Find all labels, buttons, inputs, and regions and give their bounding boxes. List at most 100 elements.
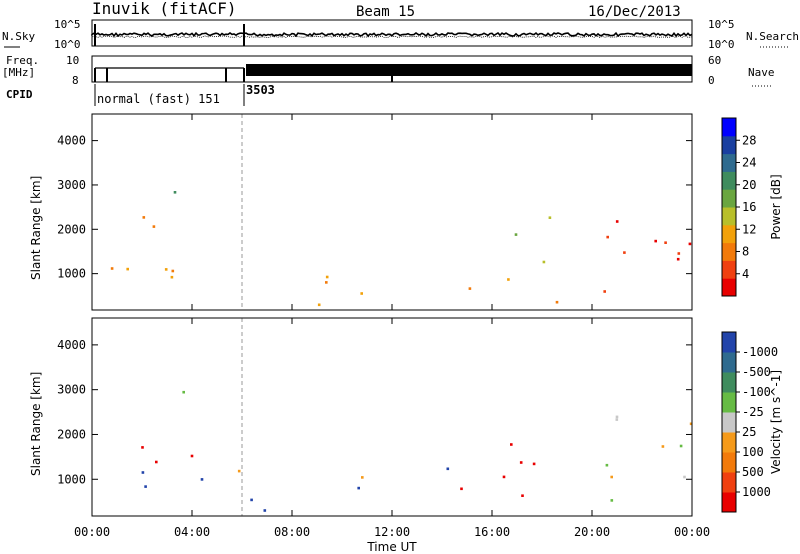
velocity-cell: [190, 454, 194, 458]
velocity-colorbar: 1000 500 100 25 -25 -100 -500 -1000 Velocity [m …: [721, 331, 783, 513]
velocity-cell: [237, 469, 241, 473]
velocity-cell: [263, 509, 267, 512]
power-cell: [606, 235, 609, 239]
freq-tick-low: 8: [72, 74, 79, 87]
velocity-cell: [144, 485, 147, 488]
xtick-label: 12:00: [374, 525, 410, 539]
power-colorbar-swatch: [722, 171, 736, 190]
power-heatmap: [110, 114, 692, 310]
power-cell: [507, 278, 510, 281]
power-cell: [468, 287, 472, 290]
xtick-label: 00:00: [74, 525, 110, 539]
power-colorbar-tick-label: 16: [742, 200, 756, 214]
power-cell: [325, 275, 329, 279]
power-cell: [173, 191, 177, 194]
power-cell: [360, 292, 363, 295]
noise-tick-low-left: 10^0: [54, 38, 81, 51]
power-colorbar-swatch: [722, 224, 736, 244]
beam-title: Beam 15: [356, 4, 415, 20]
velocity-ytick-label: 1000: [57, 472, 86, 486]
power-colorbar-swatch: [722, 260, 736, 279]
velocity-colorbar-tick-label: -500: [742, 365, 771, 379]
velocity-cell: [521, 494, 524, 497]
velocity-cell: [615, 415, 619, 419]
velocity-cell: [510, 443, 513, 446]
power-cell: [142, 216, 146, 219]
power-cell: [171, 269, 175, 273]
power-colorbar-swatch: [722, 118, 736, 137]
velocity-cell: [661, 445, 665, 448]
power-cell: [677, 252, 681, 255]
velocity-colorbar-swatch: [722, 392, 736, 413]
velocity-colorbar-swatch: [722, 372, 736, 393]
power-cell: [664, 241, 667, 244]
station-title: Inuvik (fitACF): [92, 0, 237, 18]
velocity-colorbar-tick-label: -100: [742, 385, 771, 399]
nsearch-label: N.Search: [746, 30, 799, 43]
velocity-colorbar-tick-label: 25: [742, 425, 756, 439]
velocity-cell: [460, 487, 463, 491]
velocity-yaxis: 1000 2000 3000 4000: [57, 338, 692, 486]
velocity-cell: [357, 486, 360, 490]
nave-label: Nave: [748, 66, 775, 79]
velocity-cell: [446, 467, 450, 471]
power-cell: [317, 303, 321, 307]
power-cell: [654, 239, 657, 243]
velocity-cell: [615, 418, 619, 421]
velocity-cell: [502, 475, 506, 479]
power-cell: [676, 257, 680, 261]
velocity-ytick-label: 2000: [57, 427, 86, 441]
power-cell: [325, 281, 328, 284]
power-cell: [110, 267, 114, 270]
velocity-cell: [141, 446, 144, 449]
noise-traces: [91, 24, 693, 46]
power-colorbar-tick-label: 20: [742, 178, 756, 192]
velocity-cell: [683, 475, 686, 479]
noise-panel-frame: [91, 19, 693, 47]
nave-tick-low: 0: [708, 74, 715, 87]
freq-label-2: [MHz]: [2, 66, 35, 79]
power-cell: [126, 267, 129, 271]
velocity-colorbar-swatch: [722, 332, 736, 353]
velocity-cell: [141, 471, 145, 474]
velocity-panel-frame: [91, 317, 693, 517]
cpid-segment-2: 3503: [246, 83, 275, 97]
noise-tick-low-right: 10^0: [708, 38, 735, 51]
velocity-colorbar-swatch: [722, 492, 736, 513]
velocity-colorbar-tick-label: 1000: [742, 485, 771, 499]
power-cell: [170, 275, 174, 279]
power-colorbar-swatch: [722, 207, 736, 226]
velocity-cell: [605, 463, 609, 467]
velocity-cell: [610, 475, 613, 479]
velocity-cell: [610, 499, 614, 502]
velocity-colorbar-frame: [721, 331, 737, 513]
nsearch-trace: [91, 35, 693, 38]
velocity-cell: [200, 478, 204, 481]
velocity-colorbar-swatch: [722, 472, 736, 493]
power-colorbar-swatch: [722, 278, 736, 297]
freq-tick-high: 10: [66, 54, 79, 67]
power-cell: [164, 268, 168, 271]
power-colorbar-tick-label: 4: [742, 267, 749, 281]
power-colorbar-swatch: [722, 242, 736, 261]
cpid-segment-1: normal (fast) 151: [97, 92, 220, 106]
power-panel-frame: [91, 113, 693, 311]
velocity-ytick-label: 4000: [57, 338, 86, 352]
velocity-cell: [155, 460, 158, 464]
nave-tick-high: 60: [708, 54, 721, 67]
velocity-ylabel: Slant Range [km]: [29, 372, 43, 476]
velocity-colorbar-swatch: [722, 452, 736, 473]
power-colorbar-tick-label: 24: [742, 156, 756, 170]
xtick-label: 08:00: [274, 525, 310, 539]
power-cell: [603, 290, 606, 293]
velocity-cell: [532, 462, 536, 466]
velocity-colorbar-swatch: [722, 432, 736, 453]
nsky-label: N.Sky: [2, 30, 35, 43]
velocity-colorbar-swatch: [722, 352, 736, 373]
xtick-label: 16:00: [474, 525, 510, 539]
power-cell: [555, 300, 559, 304]
xtick-label: 00:00: [674, 525, 710, 539]
power-cell: [542, 260, 546, 264]
power-colorbar-tick-label: 12: [742, 222, 756, 236]
power-colorbar-tick-label: 28: [742, 133, 756, 147]
